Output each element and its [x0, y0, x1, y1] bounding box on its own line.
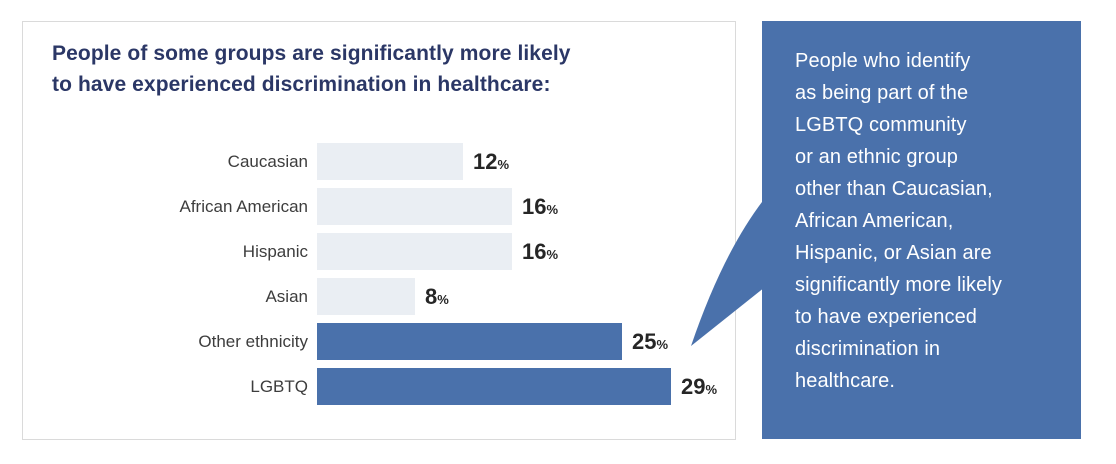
percent-sign: %	[437, 292, 449, 307]
value-label: 8%	[425, 278, 449, 315]
percent-sign: %	[656, 337, 669, 352]
value-number: 12	[473, 149, 498, 174]
category-label: African American	[179, 197, 309, 216]
value-number: 16	[522, 194, 547, 219]
callout-pointer-shape	[691, 198, 765, 346]
chart-row: LGBTQ 29%	[23, 368, 735, 405]
value-label: 16%	[522, 233, 558, 270]
bar	[317, 233, 512, 270]
value-number: 29	[681, 374, 706, 399]
chart-row: African American 16%	[23, 188, 735, 225]
percent-sign: %	[497, 157, 510, 172]
category-label: LGBTQ	[250, 377, 308, 396]
callout-pointer-icon	[691, 198, 765, 346]
chart-row: Caucasian 12%	[23, 143, 735, 180]
chart-row: Hispanic 16%	[23, 233, 735, 270]
chart-title: People of some groups are significantly …	[52, 42, 571, 96]
bar-highlighted	[317, 368, 671, 405]
chart-row: Asian 8%	[23, 278, 735, 315]
category-label: Hispanic	[242, 242, 308, 261]
bar	[317, 143, 463, 180]
value-number: 16	[522, 239, 547, 264]
bar-chart: Caucasian 12% African American 16% Hispanic 1…	[23, 22, 735, 439]
percent-sign: %	[546, 202, 559, 217]
chart-row: Other ethnicity 25%	[23, 323, 735, 360]
percent-sign: %	[546, 247, 559, 262]
callout-text: People who identify as being part of the…	[795, 50, 1003, 392]
value-label: 16%	[522, 188, 558, 225]
value-number: 8	[425, 284, 438, 309]
value-label: 12%	[473, 143, 509, 180]
callout-bubble: People who identify as being part of the…	[762, 21, 1081, 439]
category-label: Asian	[265, 287, 308, 306]
percent-sign: %	[705, 382, 718, 397]
bar	[317, 278, 415, 315]
value-number: 25	[632, 329, 657, 354]
category-label: Caucasian	[227, 152, 308, 171]
value-label: 29%	[681, 368, 717, 405]
bar-highlighted	[317, 323, 622, 360]
category-label: Other ethnicity	[198, 332, 308, 351]
bar	[317, 188, 512, 225]
value-label: 25%	[632, 323, 668, 360]
chart-card: People of some groups are significantly …	[22, 21, 736, 440]
